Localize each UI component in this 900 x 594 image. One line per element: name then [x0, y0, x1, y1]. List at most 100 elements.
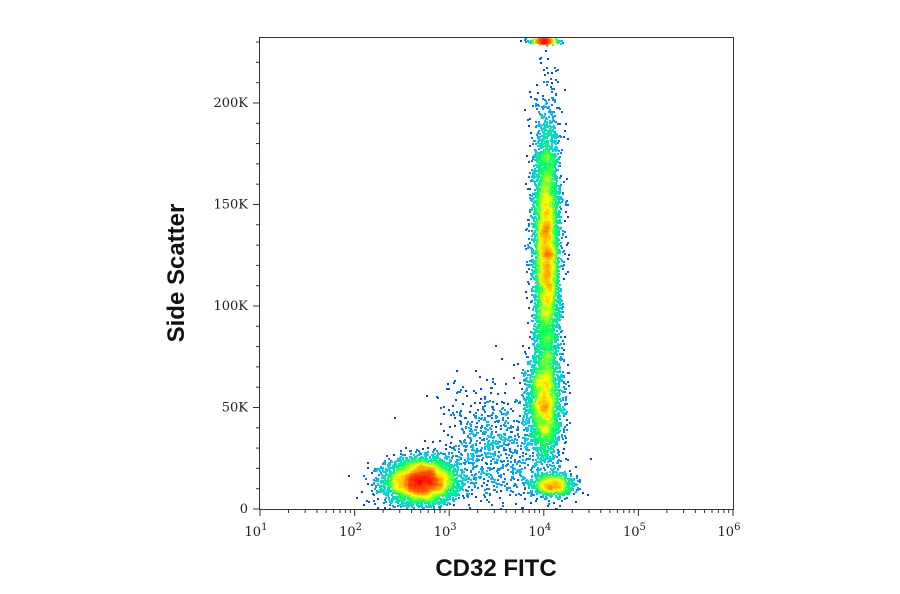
- event-dot: [552, 470, 554, 472]
- event-dot: [503, 449, 505, 451]
- event-dot: [440, 407, 442, 409]
- event-dot: [468, 478, 470, 480]
- event-dot: [529, 194, 531, 196]
- event-dot: [396, 460, 398, 462]
- event-dot: [452, 405, 454, 407]
- event-dot: [562, 371, 564, 373]
- event-dot: [472, 464, 474, 466]
- event-dot: [474, 402, 476, 404]
- event-dot: [524, 245, 526, 247]
- event-dot: [507, 403, 509, 405]
- event-dot: [442, 453, 444, 455]
- density-dots: [348, 38, 592, 510]
- event-dot: [453, 475, 455, 477]
- event-dot: [531, 294, 533, 296]
- event-dot: [532, 259, 534, 261]
- event-dot: [384, 475, 386, 477]
- event-dot: [460, 441, 462, 443]
- event-dot: [551, 88, 553, 90]
- event-dot: [396, 493, 398, 495]
- event-dot: [553, 371, 555, 373]
- event-dot: [560, 175, 562, 177]
- event-dot: [559, 284, 561, 286]
- event-dot: [541, 345, 543, 347]
- event-dot: [549, 153, 551, 155]
- event-dot: [548, 116, 550, 118]
- event-dot: [455, 474, 457, 476]
- event-dot: [375, 477, 377, 479]
- event-dot: [556, 345, 558, 347]
- event-dot: [522, 455, 524, 457]
- event-dot: [463, 462, 465, 464]
- event-dot: [512, 491, 514, 493]
- event-dot: [531, 261, 533, 263]
- event-dot: [565, 458, 567, 460]
- event-dot: [439, 440, 441, 442]
- event-dot: [525, 248, 527, 250]
- event-dot: [531, 250, 533, 252]
- event-dot: [527, 480, 529, 482]
- event-dot: [475, 452, 477, 454]
- event-dot: [553, 465, 555, 467]
- event-dot: [567, 271, 569, 273]
- event-dot: [427, 454, 429, 456]
- event-dot: [539, 136, 541, 138]
- event-dot: [493, 455, 495, 457]
- event-dot: [525, 41, 527, 43]
- event-dot: [451, 457, 453, 459]
- event-dot: [395, 463, 397, 465]
- event-dot: [518, 436, 520, 438]
- event-dot: [541, 152, 543, 154]
- event-dot: [569, 470, 571, 472]
- event-dot: [544, 331, 546, 333]
- event-dot: [562, 306, 564, 308]
- event-dot: [514, 451, 516, 453]
- event-dot: [573, 482, 575, 484]
- event-dot: [384, 507, 386, 509]
- event-dot: [491, 387, 493, 389]
- event-dot: [557, 158, 559, 160]
- event-dot: [528, 392, 530, 394]
- event-dot: [499, 441, 501, 443]
- event-dot: [548, 449, 550, 451]
- event-dot: [452, 497, 454, 499]
- event-dot: [562, 230, 564, 232]
- event-dot: [531, 252, 533, 254]
- event-dot: [532, 471, 534, 473]
- event-dot: [463, 497, 465, 499]
- event-dot: [542, 328, 544, 330]
- event-dot: [462, 495, 464, 497]
- event-dot: [496, 491, 498, 493]
- event-dot: [561, 201, 563, 203]
- event-dot: [524, 383, 526, 385]
- event-dot: [557, 343, 559, 345]
- event-dot: [529, 377, 531, 379]
- event-dot: [416, 449, 418, 451]
- event-dot: [544, 74, 546, 76]
- event-dot: [470, 428, 472, 430]
- event-dot: [460, 389, 462, 391]
- event-dot: [558, 165, 560, 167]
- event-dot: [476, 426, 478, 428]
- event-dot: [554, 137, 556, 139]
- event-dot: [401, 496, 403, 498]
- event-dot: [510, 451, 512, 453]
- event-dot: [501, 401, 503, 403]
- event-dot: [541, 351, 543, 353]
- event-dot: [534, 447, 536, 449]
- event-dot: [526, 356, 528, 358]
- event-dot: [557, 452, 559, 454]
- event-dot: [557, 432, 559, 434]
- event-dot: [489, 467, 491, 469]
- event-dot: [373, 470, 375, 472]
- event-dot: [551, 442, 553, 444]
- event-dot: [512, 410, 514, 412]
- event-dot: [551, 111, 553, 113]
- event-dot: [532, 436, 534, 438]
- event-dot: [534, 202, 536, 204]
- event-dot: [519, 465, 521, 467]
- event-dot: [458, 448, 460, 450]
- event-dot: [535, 277, 537, 279]
- event-dot: [575, 491, 577, 493]
- event-dot: [507, 417, 509, 419]
